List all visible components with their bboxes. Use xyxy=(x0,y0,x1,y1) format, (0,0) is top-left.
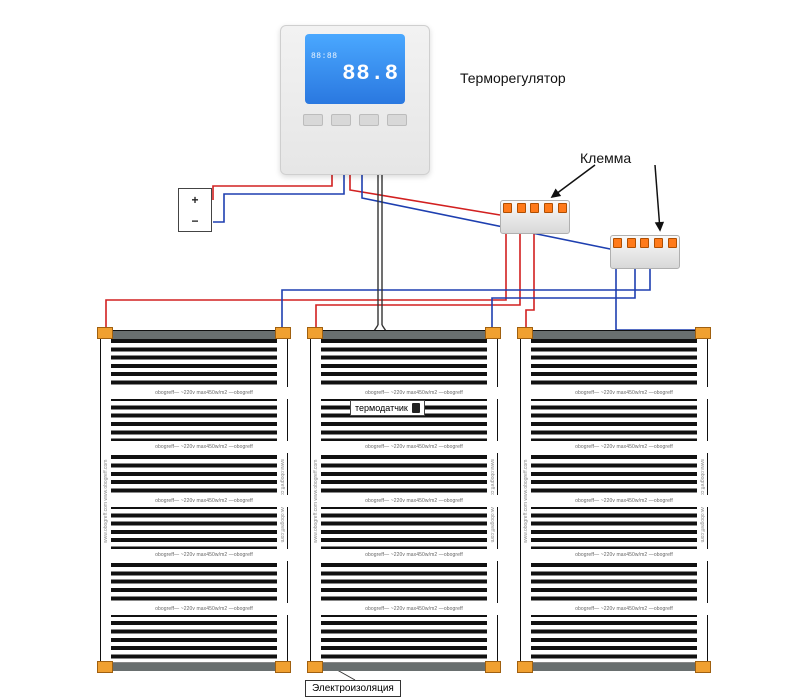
panel-side-text: www.obogreff.com www.obogreff.com xyxy=(101,339,111,663)
plus-icon: + xyxy=(191,193,198,207)
panel-segment-label: obogreff— ~220v max450w/m2 —obogreff xyxy=(531,441,717,453)
panel-segment-label: obogreff— ~220v max450w/m2 —obogreff xyxy=(321,441,507,453)
terminal-lever xyxy=(517,203,526,213)
temperature-sensor: термодатчик xyxy=(350,400,425,416)
thermostat-screen: 88:88 88.8 xyxy=(305,34,405,104)
connector-clip xyxy=(517,661,533,673)
heating-film-panel: www.obogreff.com www.obogreff.comwww.obo… xyxy=(310,330,498,670)
diagram-stage: 88:88 88.8 Терморегулятор + − Клемма www… xyxy=(0,0,801,700)
terminal-lever xyxy=(627,238,636,248)
terminal-lever xyxy=(613,238,622,248)
terminal-lever xyxy=(530,203,539,213)
busbar-bottom xyxy=(311,663,497,671)
terminal-lever xyxy=(544,203,553,213)
thermostat-label: Терморегулятор xyxy=(460,70,566,86)
insulation-label: Электроизоляция xyxy=(305,680,401,697)
panel-segment-label: obogreff— ~220v max450w/m2 —obogreff xyxy=(531,495,717,507)
connector-clip xyxy=(275,661,291,673)
thermostat: 88:88 88.8 xyxy=(280,25,430,175)
panel-side-text: www.obogreff.com www.obogreff.com xyxy=(311,339,321,663)
panel-segment-label: obogreff— ~220v max450w/m2 —obogreff xyxy=(321,495,507,507)
sensor-label: термодатчик xyxy=(355,403,408,413)
busbar-top xyxy=(311,331,497,339)
panel-segment-label: obogreff— ~220v max450w/m2 —obogreff xyxy=(321,603,507,615)
heating-film-panel: www.obogreff.com www.obogreff.comwww.obo… xyxy=(520,330,708,670)
minus-icon: − xyxy=(191,214,198,228)
terminal-lever xyxy=(654,238,663,248)
panel-segment-label: obogreff— ~220v max450w/m2 —obogreff xyxy=(531,603,717,615)
panel-segment-label: obogreff— ~220v max450w/m2 —obogreff xyxy=(111,387,297,399)
heating-stripes: www.obogreff.com www.obogreff.comwww.obo… xyxy=(101,339,287,663)
thermostat-buttons xyxy=(303,114,407,126)
busbar-top xyxy=(101,331,287,339)
thermostat-button[interactable] xyxy=(303,114,323,126)
connector-clip xyxy=(485,661,501,673)
terminal-label: Клемма xyxy=(580,150,631,166)
busbar-bottom xyxy=(101,663,287,671)
connector-clip xyxy=(97,327,113,339)
panel-segment-label: obogreff— ~220v max450w/m2 —obogreff xyxy=(321,387,507,399)
panel-segment-label: obogreff— ~220v max450w/m2 —obogreff xyxy=(531,387,717,399)
display-main: 88.8 xyxy=(342,61,399,86)
terminal-lever xyxy=(503,203,512,213)
heating-stripes: www.obogreff.com www.obogreff.comwww.obo… xyxy=(521,339,707,663)
thermostat-button[interactable] xyxy=(331,114,351,126)
thermostat-button[interactable] xyxy=(359,114,379,126)
terminal-lever xyxy=(640,238,649,248)
terminal-block xyxy=(610,235,680,269)
busbar-bottom xyxy=(521,663,707,671)
connector-clip xyxy=(517,327,533,339)
busbar-top xyxy=(521,331,707,339)
display-sub: 88:88 xyxy=(311,52,338,61)
heating-stripes: www.obogreff.com www.obogreff.comwww.obo… xyxy=(311,339,497,663)
connector-clip xyxy=(485,327,501,339)
heating-film-panel: www.obogreff.com www.obogreff.comwww.obo… xyxy=(100,330,288,670)
terminal-lever xyxy=(558,203,567,213)
connector-clip xyxy=(275,327,291,339)
connector-clip xyxy=(307,327,323,339)
connector-clip xyxy=(695,661,711,673)
panel-segment-label: obogreff— ~220v max450w/m2 —obogreff xyxy=(531,549,717,561)
sensor-tip-icon xyxy=(412,403,420,413)
panel-segment-label: obogreff— ~220v max450w/m2 —obogreff xyxy=(111,549,297,561)
connector-clip xyxy=(307,661,323,673)
connector-clip xyxy=(695,327,711,339)
thermostat-button[interactable] xyxy=(387,114,407,126)
panel-segment-label: obogreff— ~220v max450w/m2 —obogreff xyxy=(111,495,297,507)
panel-side-text: www.obogreff.com www.obogreff.com xyxy=(521,339,531,663)
connector-clip xyxy=(97,661,113,673)
panel-segment-label: obogreff— ~220v max450w/m2 —obogreff xyxy=(111,441,297,453)
panel-segment-label: obogreff— ~220v max450w/m2 —obogreff xyxy=(111,603,297,615)
power-source: + − xyxy=(178,188,212,232)
terminal-lever xyxy=(668,238,677,248)
panel-segment-label: obogreff— ~220v max450w/m2 —obogreff xyxy=(321,549,507,561)
terminal-block xyxy=(500,200,570,234)
